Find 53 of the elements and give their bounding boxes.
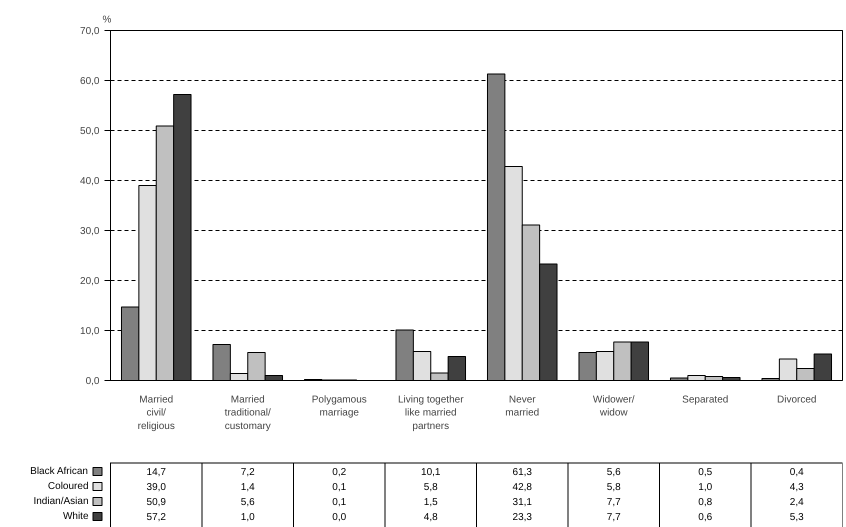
data-label: 0,8: [698, 497, 713, 508]
x-tick-label: Widower/ widow: [592, 394, 635, 419]
data-label: 57,2: [146, 512, 166, 523]
data-label: 10,1: [421, 467, 441, 478]
data-label: 1,0: [240, 512, 256, 523]
x-tick-label: Divorced: [777, 394, 816, 406]
y-tick-label: 0,0: [86, 376, 100, 387]
data-label: 1,0: [698, 482, 713, 493]
data-label: 39,0: [146, 482, 166, 493]
x-tick-label: Living together like married partners: [398, 394, 464, 432]
data-label: 5,6: [606, 467, 622, 478]
x-tick-label: Polygamous marriage: [312, 394, 367, 419]
data-label: 0,0: [332, 512, 347, 523]
data-label: 14,7: [146, 467, 166, 478]
data-label: 1,5: [424, 497, 438, 508]
data-label: 1,4: [240, 482, 256, 493]
data-label: 2,4: [790, 497, 804, 508]
x-tick-label: Separated: [682, 394, 728, 406]
y-tick-label: 20,0: [80, 276, 100, 287]
y-tick-label: 30,0: [80, 226, 100, 237]
y-tick-label: 70,0: [80, 26, 100, 37]
x-tick-label: Never married: [505, 394, 540, 419]
data-label: 31,1: [512, 497, 532, 508]
data-label: 7,7: [606, 497, 622, 508]
data-label: 4,8: [424, 512, 438, 523]
y-axis-title: %: [102, 14, 112, 26]
data-label: 0,5: [698, 467, 713, 478]
legend-label: Indian/Asian: [33, 496, 89, 507]
data-label: 61,3: [512, 467, 532, 478]
x-tick-label: Married traditional/ customary: [224, 394, 272, 432]
data-label: 5,8: [424, 482, 438, 493]
data-label: 0,1: [332, 482, 347, 493]
data-label: 50,9: [146, 497, 166, 508]
x-tick-label: Married civil/ religious: [138, 394, 175, 432]
y-tick-label: 10,0: [80, 326, 100, 337]
data-label: 0,1: [332, 497, 347, 508]
data-label: 0,2: [332, 467, 347, 478]
data-label: 0,4: [790, 467, 804, 478]
data-label: 23,3: [512, 512, 532, 523]
legend-label: White: [62, 511, 89, 522]
data-label: 42,8: [512, 482, 532, 493]
legend-label: Black African: [30, 466, 88, 477]
data-label: 4,3: [790, 482, 804, 493]
data-label: 5,6: [240, 497, 256, 508]
data-label: 5,8: [606, 482, 622, 493]
data-label: 7,7: [606, 512, 622, 523]
data-label: 7,2: [240, 467, 256, 478]
y-tick-label: 50,0: [80, 126, 100, 137]
legend-label: Coloured: [48, 481, 89, 492]
y-tick-label: 60,0: [80, 76, 100, 87]
data-label: 5,3: [790, 512, 804, 523]
data-label: 0,6: [698, 512, 713, 523]
y-tick-label: 40,0: [80, 176, 100, 187]
